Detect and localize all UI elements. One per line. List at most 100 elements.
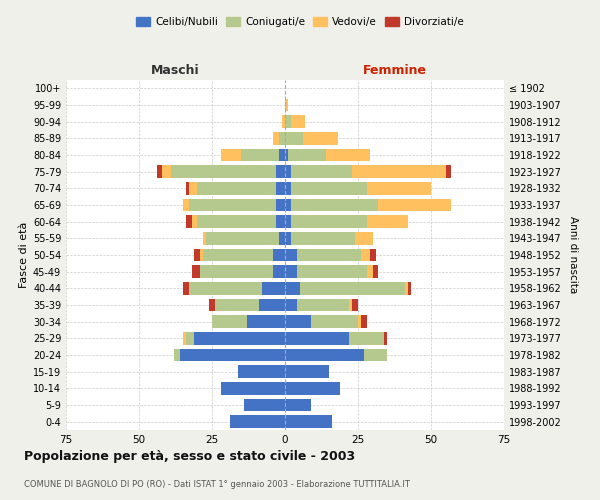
Bar — [291, 166, 352, 178]
Bar — [291, 198, 379, 211]
Bar — [349, 332, 384, 344]
Bar — [285, 132, 302, 144]
Bar — [163, 166, 171, 178]
Bar — [285, 266, 296, 278]
Bar — [279, 232, 285, 244]
Bar — [276, 182, 285, 194]
Bar — [285, 216, 291, 228]
Bar — [373, 266, 379, 278]
Bar — [291, 216, 367, 228]
Bar — [203, 248, 274, 261]
Bar — [230, 416, 285, 428]
Bar — [384, 332, 387, 344]
Bar — [200, 266, 274, 278]
Bar — [370, 248, 376, 261]
Bar — [364, 349, 387, 361]
Text: Femmine: Femmine — [362, 64, 427, 76]
Bar — [244, 399, 285, 411]
Bar — [200, 248, 203, 261]
Bar — [191, 266, 200, 278]
Bar — [186, 332, 194, 344]
Bar — [367, 216, 407, 228]
Bar — [285, 416, 332, 428]
Bar — [285, 298, 296, 311]
Bar — [197, 216, 276, 228]
Bar — [188, 198, 276, 211]
Bar — [296, 266, 367, 278]
Bar — [311, 316, 358, 328]
Bar — [183, 282, 188, 294]
Bar — [186, 216, 191, 228]
Bar — [446, 166, 451, 178]
Bar — [180, 349, 285, 361]
Bar — [361, 316, 367, 328]
Bar — [352, 298, 358, 311]
Bar — [276, 216, 285, 228]
Bar — [285, 99, 288, 112]
Bar — [379, 198, 451, 211]
Bar — [285, 182, 291, 194]
Bar — [174, 349, 180, 361]
Bar — [274, 266, 285, 278]
Bar — [221, 382, 285, 394]
Bar — [206, 232, 279, 244]
Bar — [361, 248, 370, 261]
Legend: Celibi/Nubili, Coniugati/e, Vedovi/e, Divorziati/e: Celibi/Nubili, Coniugati/e, Vedovi/e, Di… — [132, 12, 468, 32]
Bar — [291, 182, 367, 194]
Text: Popolazione per età, sesso e stato civile - 2003: Popolazione per età, sesso e stato civil… — [24, 450, 355, 463]
Bar — [285, 349, 364, 361]
Bar — [358, 316, 361, 328]
Bar — [171, 166, 276, 178]
Bar — [367, 182, 431, 194]
Bar — [241, 149, 279, 161]
Bar — [285, 366, 329, 378]
Bar — [285, 116, 291, 128]
Bar — [191, 216, 197, 228]
Bar — [285, 248, 296, 261]
Bar — [279, 149, 285, 161]
Bar — [285, 232, 291, 244]
Bar — [355, 232, 373, 244]
Bar — [247, 316, 285, 328]
Bar — [291, 116, 305, 128]
Bar — [203, 232, 206, 244]
Bar — [349, 298, 352, 311]
Bar — [194, 332, 285, 344]
Bar — [276, 198, 285, 211]
Bar — [285, 166, 291, 178]
Bar — [212, 316, 247, 328]
Bar — [197, 182, 276, 194]
Text: Maschi: Maschi — [151, 64, 200, 76]
Bar — [194, 248, 200, 261]
Bar — [326, 149, 370, 161]
Bar — [285, 332, 349, 344]
Y-axis label: Anni di nascita: Anni di nascita — [568, 216, 578, 294]
Bar — [183, 332, 186, 344]
Text: COMUNE DI BAGNOLO DI PO (RO) - Dati ISTAT 1° gennaio 2003 - Elaborazione TUTTITA: COMUNE DI BAGNOLO DI PO (RO) - Dati ISTA… — [24, 480, 410, 489]
Bar — [188, 182, 197, 194]
Bar — [262, 282, 285, 294]
Bar — [285, 399, 311, 411]
Bar — [188, 282, 262, 294]
Bar — [367, 266, 373, 278]
Bar — [238, 366, 285, 378]
Bar — [186, 182, 188, 194]
Bar — [259, 298, 285, 311]
Bar — [285, 382, 340, 394]
Bar — [302, 132, 338, 144]
Bar — [276, 166, 285, 178]
Bar — [407, 282, 410, 294]
Bar — [274, 248, 285, 261]
Bar — [296, 298, 349, 311]
Bar — [279, 132, 285, 144]
Bar — [282, 116, 285, 128]
Bar — [157, 166, 163, 178]
Bar — [215, 298, 259, 311]
Bar — [285, 149, 288, 161]
Bar — [285, 316, 311, 328]
Y-axis label: Fasce di età: Fasce di età — [19, 222, 29, 288]
Bar — [209, 298, 215, 311]
Bar — [183, 198, 188, 211]
Bar — [405, 282, 407, 294]
Bar — [285, 282, 299, 294]
